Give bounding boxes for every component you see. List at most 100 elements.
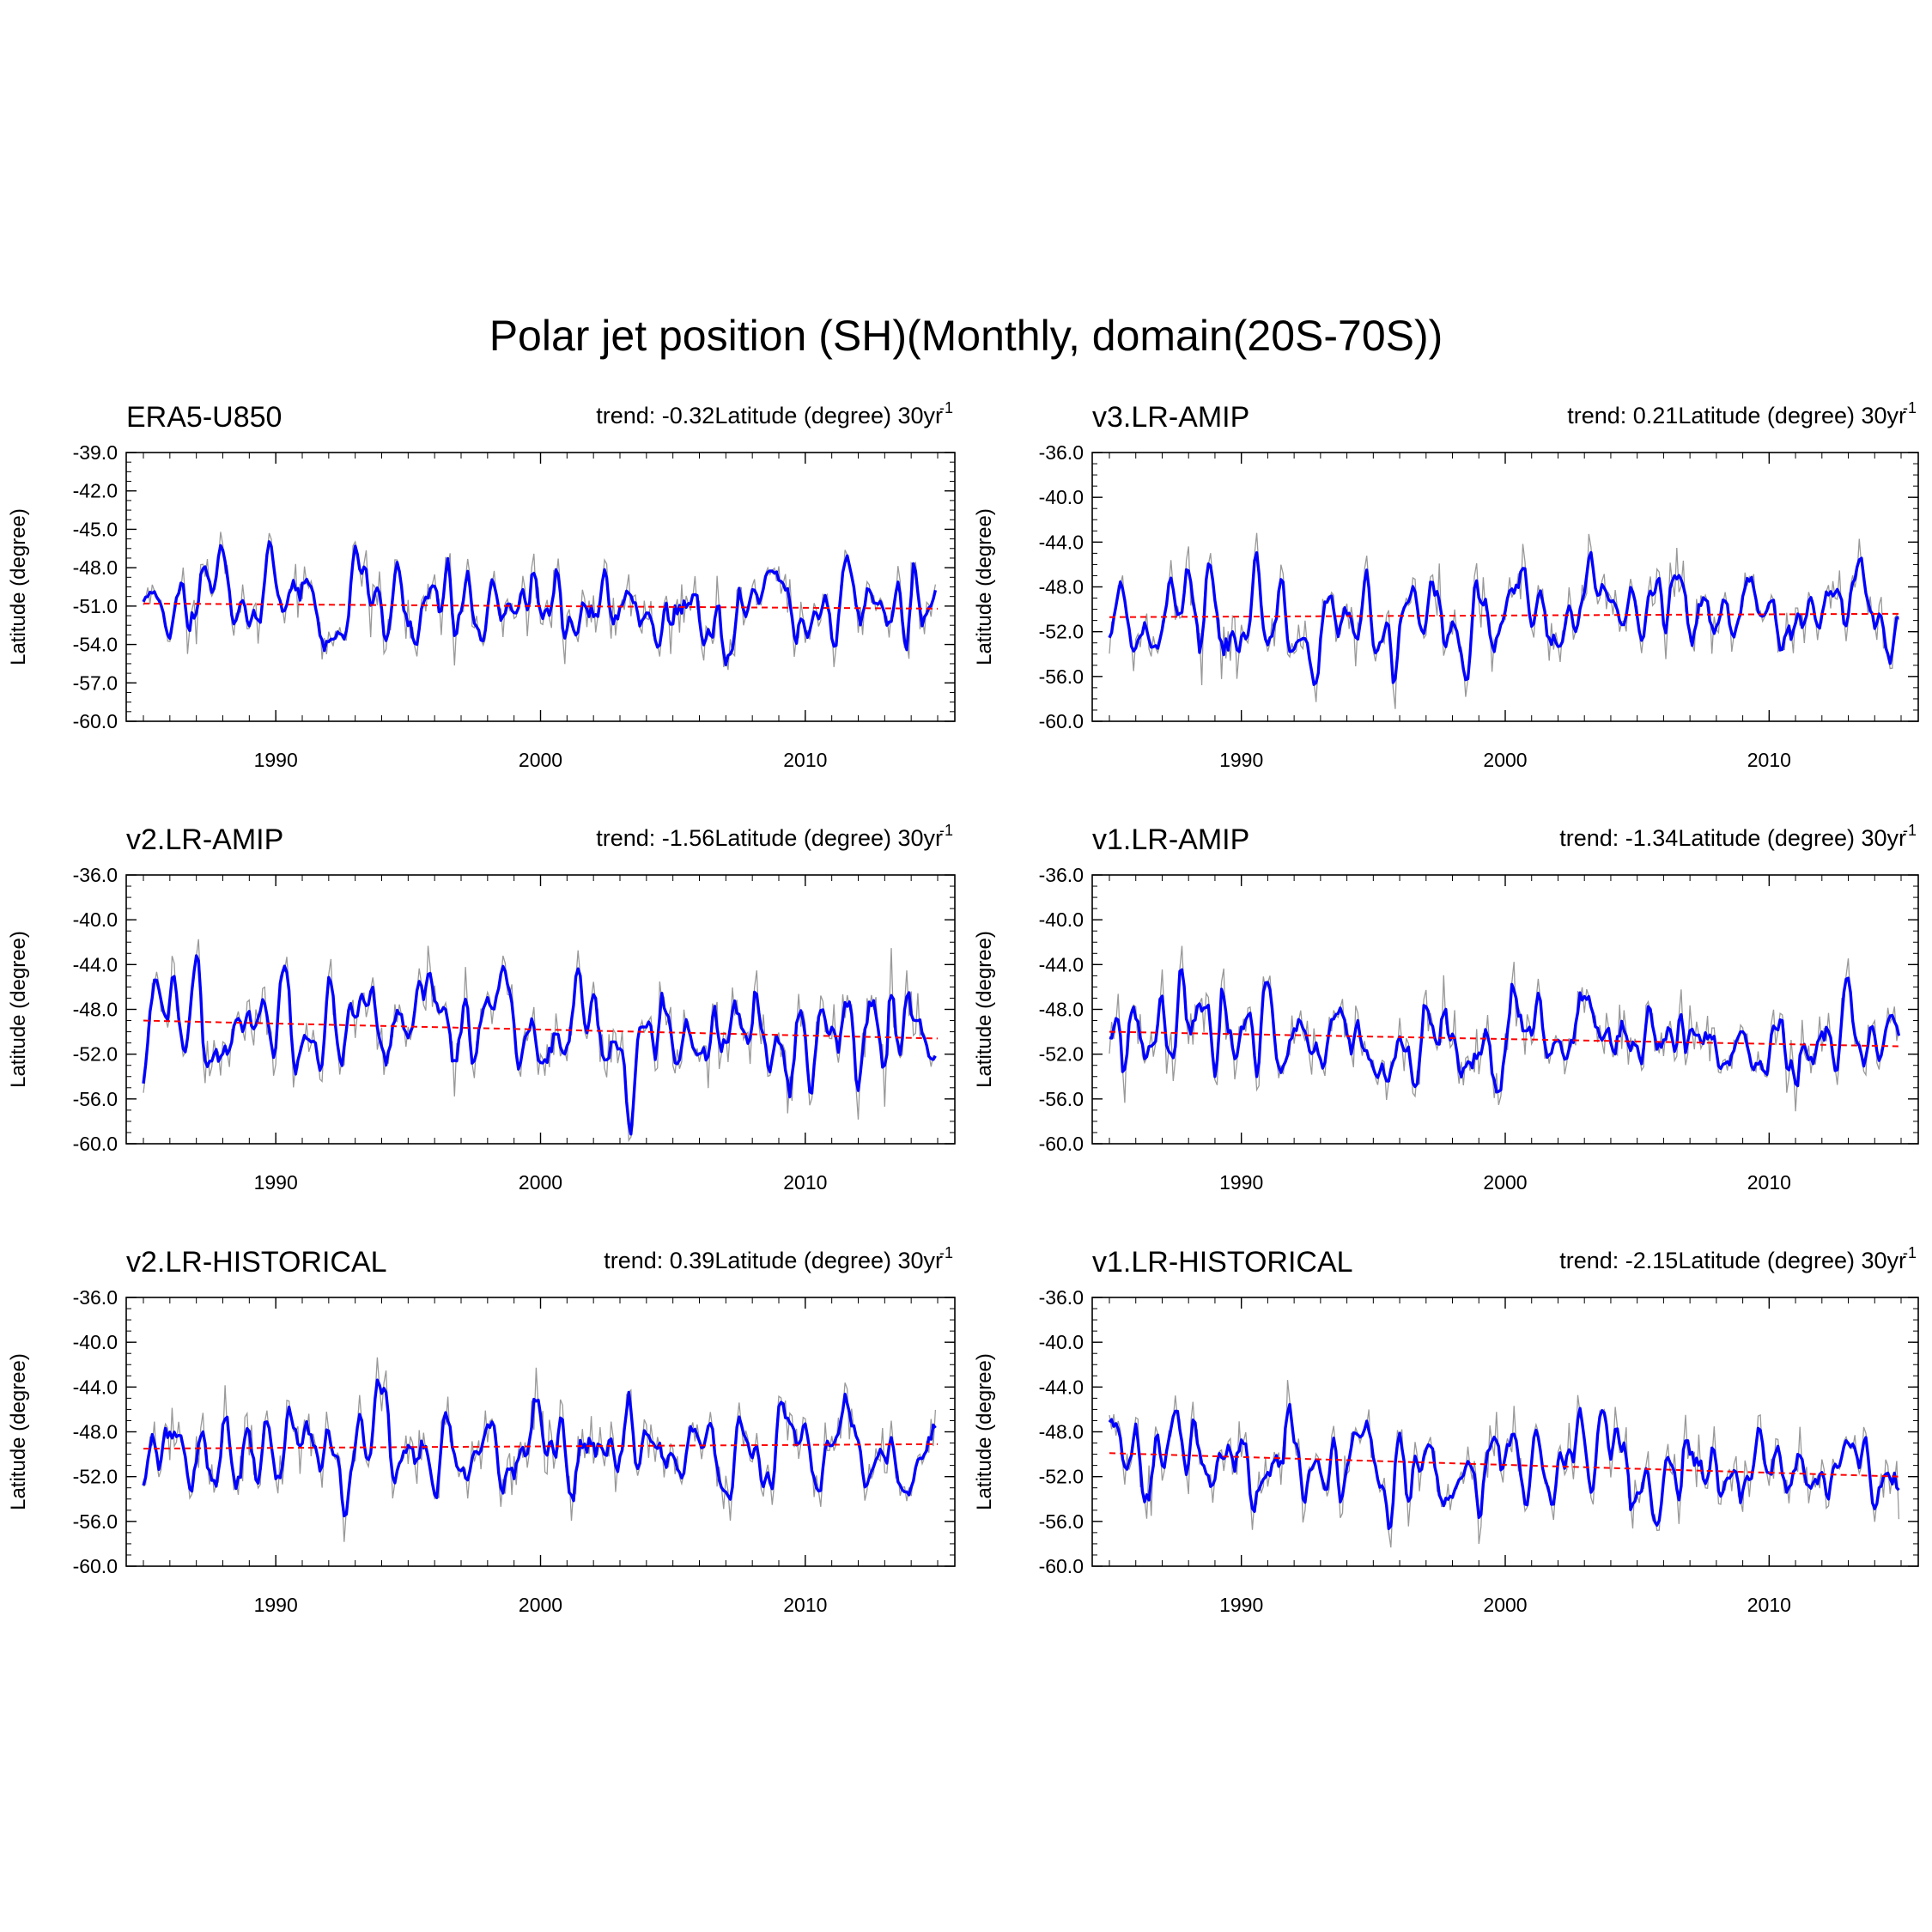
trend-label: trend: -2.15Latitude (degree) 30yr	[1559, 1248, 1906, 1273]
chart-panel-2: v3.LR-AMIP trend: 0.21Latitude (degree) 3…	[973, 399, 1919, 771]
plot-frame	[1091, 452, 1919, 722]
y-tick-label: -45.0	[73, 518, 118, 540]
x-tick-label: 1990	[254, 1171, 298, 1194]
y-tick-label: -40.0	[1039, 1331, 1084, 1353]
trend-unit: Latitude (degree) 30yr	[714, 403, 943, 428]
y-tick-label: -52.0	[73, 1043, 118, 1066]
y-axis-label: Latitude (degree)	[7, 931, 30, 1088]
y-tick-label: -48.0	[73, 1421, 118, 1443]
y-tick-label: -44.0	[73, 1376, 118, 1398]
x-tick-label: 2010	[1747, 1171, 1791, 1194]
y-tick-label: -48.0	[73, 999, 118, 1021]
plot-frame	[1091, 1297, 1919, 1567]
trend-unit: Latitude (degree) 30yr	[714, 825, 943, 851]
trend-value: 0.21	[1633, 403, 1679, 428]
trend-label: trend: -0.32Latitude (degree) 30yr	[596, 403, 943, 428]
trend-prefix: trend:	[1559, 1248, 1625, 1273]
trend-prefix: trend:	[596, 403, 662, 428]
y-axis-label: Latitude (degree)	[7, 1353, 30, 1510]
trend-line	[1109, 1452, 1902, 1478]
x-tick-label: 1990	[1219, 1171, 1263, 1194]
x-tick-label: 2000	[1483, 1594, 1527, 1616]
y-tick-label: -60.0	[73, 1133, 118, 1155]
y-tick-label: -56.0	[73, 1510, 118, 1533]
y-tick-label: -57.0	[73, 671, 118, 694]
trend-label: trend: 0.39Latitude (degree) 30yr	[604, 1248, 943, 1273]
y-tick-label: -40.0	[1039, 486, 1084, 508]
y-tick-label: -44.0	[1039, 531, 1084, 553]
y-tick-label: -40.0	[73, 908, 118, 931]
y-tick-label: -48.0	[73, 556, 118, 579]
trend-exponent: -1	[1903, 1244, 1917, 1261]
chart-panel-4: v1.LR-AMIP trend: -1.34Latitude (degree) …	[973, 822, 1919, 1194]
panel-title: ERA5-U850	[126, 401, 282, 434]
x-tick-label: 2000	[519, 1171, 562, 1194]
y-tick-label: -60.0	[1039, 1133, 1084, 1155]
panel-title: v1.LR-HISTORICAL	[1092, 1246, 1353, 1279]
trend-exponent: -1	[1903, 399, 1917, 416]
x-tick-label: 2010	[783, 749, 827, 771]
trend-exponent: -1	[939, 1244, 953, 1261]
trend-exponent: -1	[939, 822, 953, 839]
x-tick-label: 2000	[519, 1594, 562, 1616]
y-tick-label: -44.0	[1039, 1376, 1084, 1398]
trend-exponent: -1	[939, 399, 953, 416]
trend-unit: Latitude (degree) 30yr	[1678, 825, 1906, 851]
x-tick-label: 1990	[1219, 749, 1263, 771]
x-tick-label: 2000	[1483, 749, 1527, 771]
trend-prefix: trend:	[1567, 403, 1633, 428]
x-tick-label: 1990	[254, 1594, 298, 1616]
trend-line	[1109, 612, 1902, 618]
y-tick-label: -42.0	[73, 480, 118, 502]
y-tick-label: -52.0	[1039, 1466, 1084, 1488]
x-tick-label: 1990	[254, 749, 298, 771]
trend-value: -1.56	[662, 825, 715, 851]
trend-prefix: trend:	[1559, 825, 1625, 851]
x-tick-label: 2010	[1747, 1594, 1791, 1616]
y-tick-label: -36.0	[73, 1286, 118, 1309]
y-tick-label: -60.0	[1039, 1555, 1084, 1577]
y-tick-label: -40.0	[73, 1331, 118, 1353]
y-tick-label: -56.0	[1039, 1088, 1084, 1110]
y-tick-label: -52.0	[1039, 621, 1084, 643]
y-tick-label: -48.0	[1039, 1421, 1084, 1443]
trend-line	[143, 602, 939, 610]
panel-title: v2.LR-HISTORICAL	[126, 1246, 387, 1279]
y-axis-label: Latitude (degree)	[973, 1353, 996, 1510]
y-axis-label: Latitude (degree)	[973, 508, 996, 665]
y-tick-label: -44.0	[1039, 953, 1084, 975]
x-tick-label: 2010	[783, 1171, 827, 1194]
chart-panel-1: ERA5-U850 trend: -0.32Latitude (degree) 3…	[7, 399, 956, 771]
trend-value: -2.15	[1625, 1248, 1679, 1273]
trend-prefix: trend:	[604, 1248, 670, 1273]
panel-title: v2.LR-AMIP	[126, 823, 283, 856]
y-tick-label: -51.0	[73, 595, 118, 617]
y-tick-label: -56.0	[73, 1088, 118, 1110]
y-tick-label: -44.0	[73, 953, 118, 975]
panel-title: v3.LR-AMIP	[1092, 401, 1249, 434]
trend-value: -1.34	[1625, 825, 1679, 851]
plot-frame	[125, 452, 956, 722]
raw-series-line	[143, 939, 936, 1143]
trend-value: 0.39	[670, 1248, 715, 1273]
x-tick-label: 2010	[783, 1594, 827, 1616]
y-tick-label: -36.0	[1039, 441, 1084, 464]
trend-line	[143, 1019, 939, 1040]
smoothed-series-line	[1109, 968, 1901, 1094]
y-tick-label: -54.0	[73, 634, 118, 656]
trend-value: -0.32	[662, 403, 715, 428]
y-tick-label: -56.0	[1039, 1510, 1084, 1533]
trend-unit: Latitude (degree) 30yr	[1678, 1248, 1906, 1273]
trend-line	[1109, 1030, 1902, 1048]
trend-line	[143, 1443, 939, 1450]
y-tick-label: -52.0	[1039, 1043, 1084, 1066]
x-tick-label: 1990	[1219, 1594, 1263, 1616]
x-tick-label: 2010	[1747, 749, 1791, 771]
smoothed-series-line	[142, 954, 937, 1136]
y-tick-label: -36.0	[73, 864, 118, 886]
y-tick-label: -40.0	[1039, 908, 1084, 931]
y-tick-label: -60.0	[73, 710, 118, 732]
smoothed-series-line	[142, 540, 938, 666]
y-tick-label: -39.0	[73, 441, 118, 464]
